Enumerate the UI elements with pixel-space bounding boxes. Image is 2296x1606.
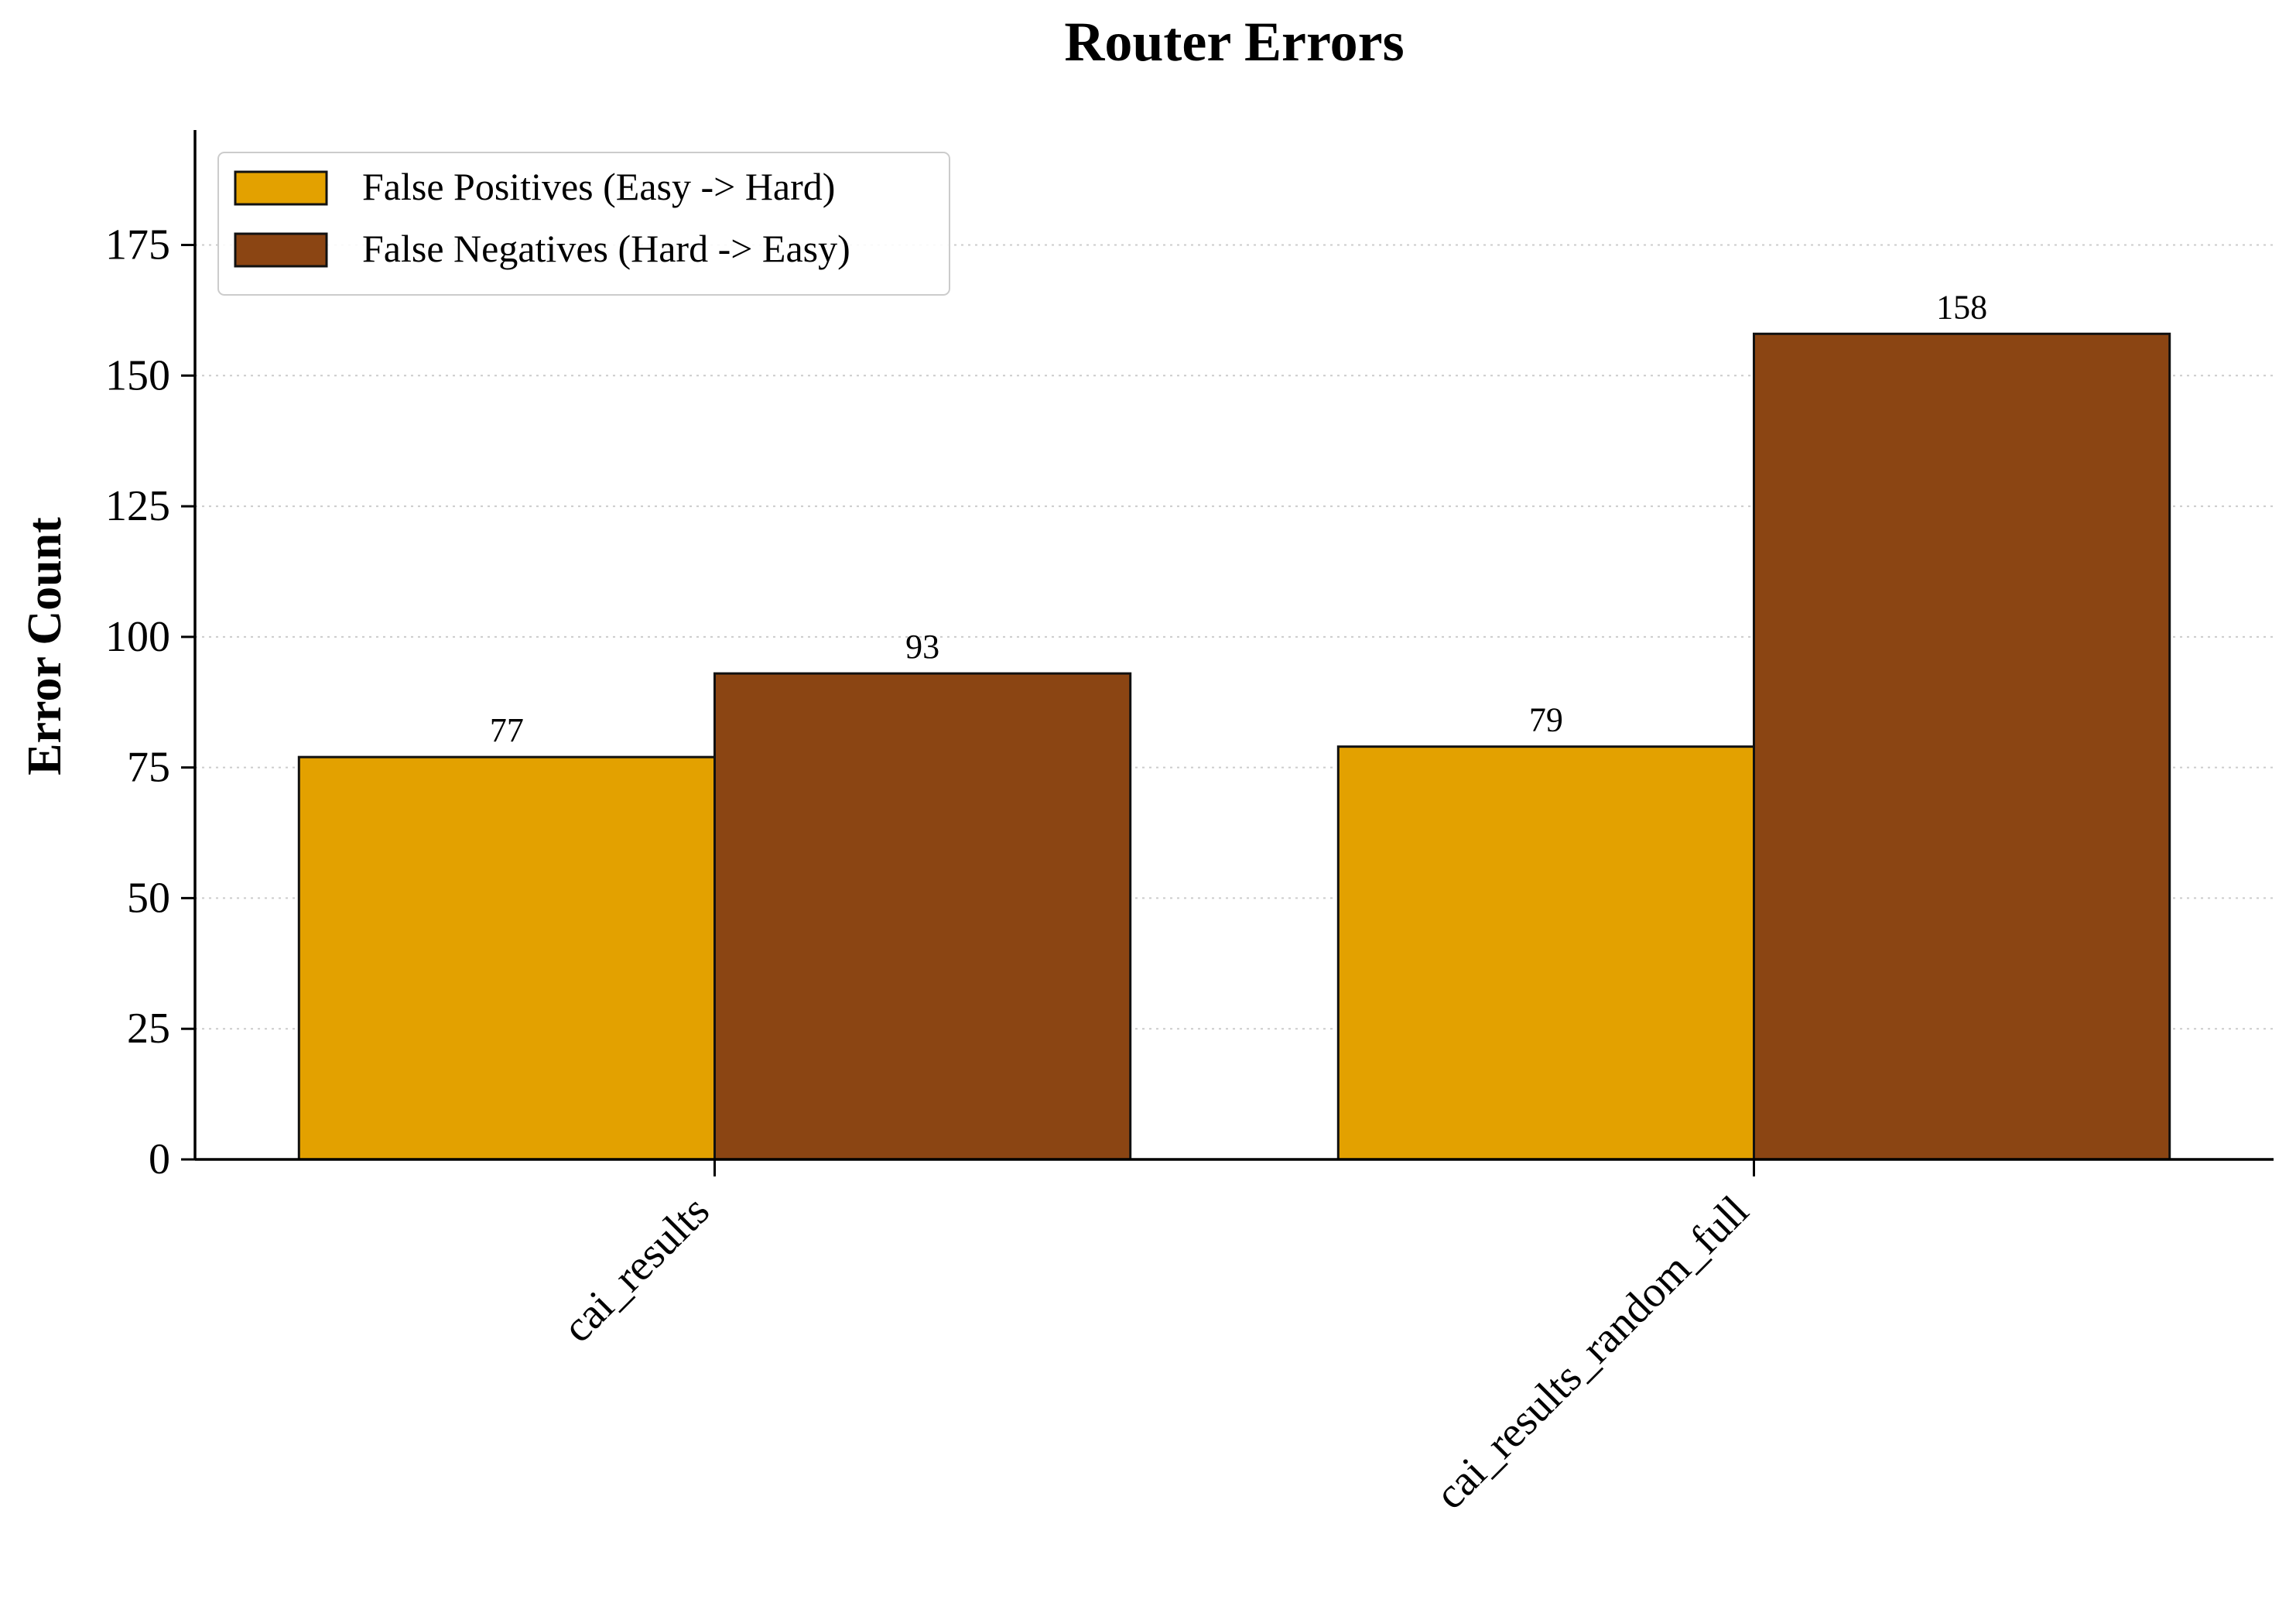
legend-label: False Negatives (Hard -> Easy) bbox=[362, 227, 850, 270]
bar-value-label: 93 bbox=[905, 628, 939, 666]
bars bbox=[297, 332, 2171, 1161]
legend-swatch bbox=[234, 170, 328, 206]
chart-title: Router Errors bbox=[1064, 11, 1404, 73]
y-axis-label: Error Count bbox=[19, 517, 71, 776]
bar-value-label: 79 bbox=[1529, 701, 1563, 739]
legend: False Positives (Easy -> Hard) False Nega… bbox=[217, 152, 950, 296]
legend-box bbox=[217, 152, 950, 296]
data-labels: 77 93 79 158 bbox=[490, 288, 1987, 749]
grid-lines bbox=[195, 244, 2274, 1030]
y-tick-label: 25 bbox=[127, 1005, 170, 1053]
y-tick-label: 0 bbox=[149, 1135, 170, 1183]
x-tick-label: cai_results_random_full bbox=[1426, 1187, 1758, 1519]
bar-value-label: 77 bbox=[490, 711, 524, 749]
bar-false-negatives-1 bbox=[713, 672, 1132, 1161]
bar-value-label: 158 bbox=[1936, 288, 1987, 326]
y-tick-label: 75 bbox=[127, 744, 170, 792]
bar-false-positives-2 bbox=[1336, 745, 1756, 1161]
y-tick-label: 50 bbox=[127, 874, 170, 922]
legend-label: False Positives (Easy -> Hard) bbox=[362, 165, 835, 208]
y-tick-label: 100 bbox=[105, 613, 170, 661]
y-tick-label: 125 bbox=[105, 482, 170, 530]
bar-false-negatives-2 bbox=[1753, 332, 2171, 1161]
bar-false-positives-1 bbox=[297, 755, 716, 1161]
y-tick-label: 150 bbox=[105, 351, 170, 399]
x-tick-label: cai_results bbox=[554, 1187, 719, 1351]
legend-swatch bbox=[234, 232, 328, 268]
y-tick-label: 175 bbox=[105, 221, 170, 269]
